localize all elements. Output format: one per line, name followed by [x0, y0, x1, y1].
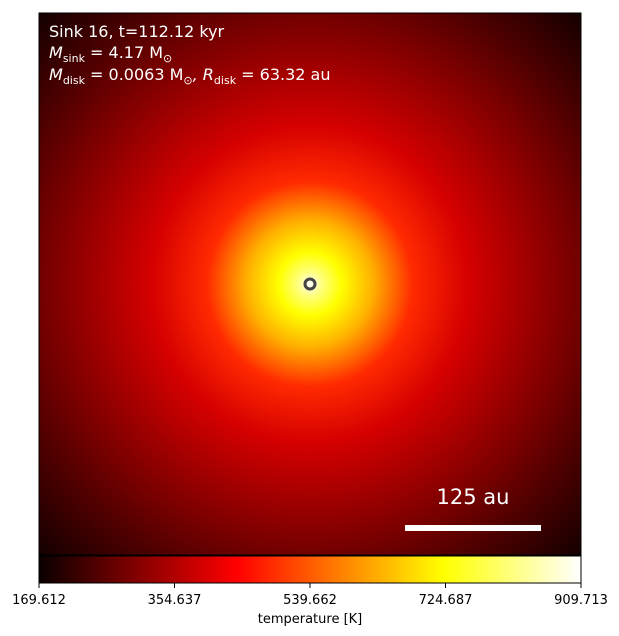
colorbar-tick-label: 909.713 — [554, 593, 608, 608]
title-line-1: Sink 16, t=112.12 kyr — [49, 22, 225, 41]
map-frame — [38, 12, 582, 556]
colorbar-tick-label: 354.637 — [148, 593, 202, 608]
colorbar-tick-label: 724.687 — [419, 593, 473, 608]
colorbar-ticks: 169.612 354.637 539.662 724.687 909.713 — [12, 583, 608, 608]
colorbar — [38, 555, 582, 584]
title-line-2: Msink = 4.17 M⊙ — [49, 43, 172, 65]
colorbar-tick-label: 169.612 — [12, 593, 66, 608]
colorbar-label: temperature [K] — [258, 612, 363, 627]
sink-marker — [303, 277, 317, 291]
colorbar-tick-label: 539.662 — [283, 593, 337, 608]
title-line-3: Mdisk = 0.0063 M⊙, Rdisk = 63.32 au — [49, 65, 330, 87]
scalebar-line — [405, 525, 541, 531]
scalebar-label: 125 au — [437, 485, 510, 509]
temperature-map — [39, 13, 581, 555]
